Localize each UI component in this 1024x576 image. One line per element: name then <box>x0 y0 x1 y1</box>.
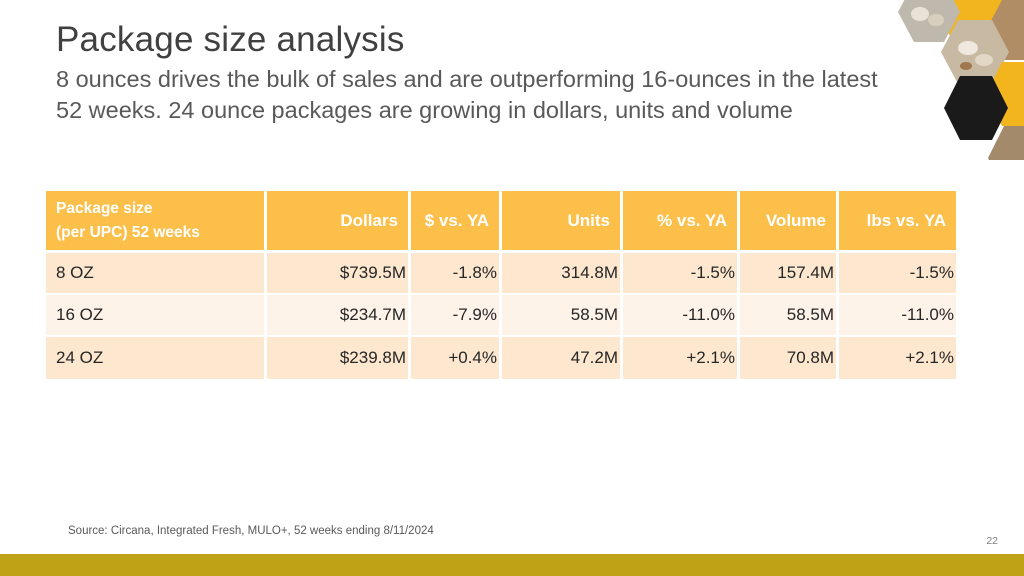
header-units: Units <box>502 191 623 253</box>
mushroom-cap-4 <box>975 54 993 66</box>
table-row: 24 OZ $239.8M +0.4% 47.2M +2.1% 70.8M +2… <box>46 337 956 381</box>
cell-dollars: $739.5M <box>267 253 411 295</box>
cell-lbs-vs-ya: -11.0% <box>839 295 956 337</box>
cell-size: 8 OZ <box>46 253 267 295</box>
cell-dollars: $239.8M <box>267 337 411 381</box>
bottom-accent-bar <box>0 554 1024 576</box>
package-size-table: Package size (per UPC) 52 weeks Dollars … <box>46 191 956 381</box>
cell-dollars: $234.7M <box>267 295 411 337</box>
hex-dark-bottom <box>944 76 1008 140</box>
hex-photo-lower <box>988 126 1024 160</box>
table-row: 8 OZ $739.5M -1.8% 314.8M -1.5% 157.4M -… <box>46 253 956 295</box>
header-volume: Volume <box>740 191 839 253</box>
header-lbs-vs-ya: lbs vs. YA <box>839 191 956 253</box>
header-package-size-line1: Package size <box>56 199 153 217</box>
slide-title: Package size analysis <box>56 20 405 59</box>
mushroom-collage-icon <box>898 0 1024 160</box>
table-row: 16 OZ $234.7M -7.9% 58.5M -11.0% 58.5M -… <box>46 295 956 337</box>
mushroom-cap-5 <box>960 62 972 70</box>
cell-units: 58.5M <box>502 295 623 337</box>
cell-volume: 70.8M <box>740 337 839 381</box>
cell-dollars-vs-ya: +0.4% <box>411 337 502 381</box>
mushroom-cap-1 <box>911 7 929 21</box>
mushroom-cap-2 <box>928 14 944 26</box>
cell-size: 24 OZ <box>46 337 267 381</box>
cell-units: 314.8M <box>502 253 623 295</box>
cell-units-vs-ya: +2.1% <box>623 337 740 381</box>
header-dollars: Dollars <box>267 191 411 253</box>
cell-dollars-vs-ya: -7.9% <box>411 295 502 337</box>
cell-volume: 58.5M <box>740 295 839 337</box>
table-header-row: Package size (per UPC) 52 weeks Dollars … <box>46 191 956 253</box>
header-package-size-line2: (per UPC) 52 weeks <box>56 223 200 241</box>
slide-subtitle: 8 ounces drives the bulk of sales and ar… <box>56 66 878 123</box>
header-package-size: Package size (per UPC) 52 weeks <box>46 191 267 253</box>
cell-size: 16 OZ <box>46 295 267 337</box>
cell-volume: 157.4M <box>740 253 839 295</box>
cell-units-vs-ya: -1.5% <box>623 253 740 295</box>
cell-units-vs-ya: -11.0% <box>623 295 740 337</box>
cell-lbs-vs-ya: -1.5% <box>839 253 956 295</box>
cell-units: 47.2M <box>502 337 623 381</box>
source-note: Source: Circana, Integrated Fresh, MULO+… <box>68 525 434 537</box>
mushroom-cap-3 <box>958 41 978 55</box>
header-dollars-vs-ya: $ vs. YA <box>411 191 502 253</box>
page-number: 22 <box>986 535 998 547</box>
header-units-vs-ya: % vs. YA <box>623 191 740 253</box>
cell-dollars-vs-ya: -1.8% <box>411 253 502 295</box>
cell-lbs-vs-ya: +2.1% <box>839 337 956 381</box>
